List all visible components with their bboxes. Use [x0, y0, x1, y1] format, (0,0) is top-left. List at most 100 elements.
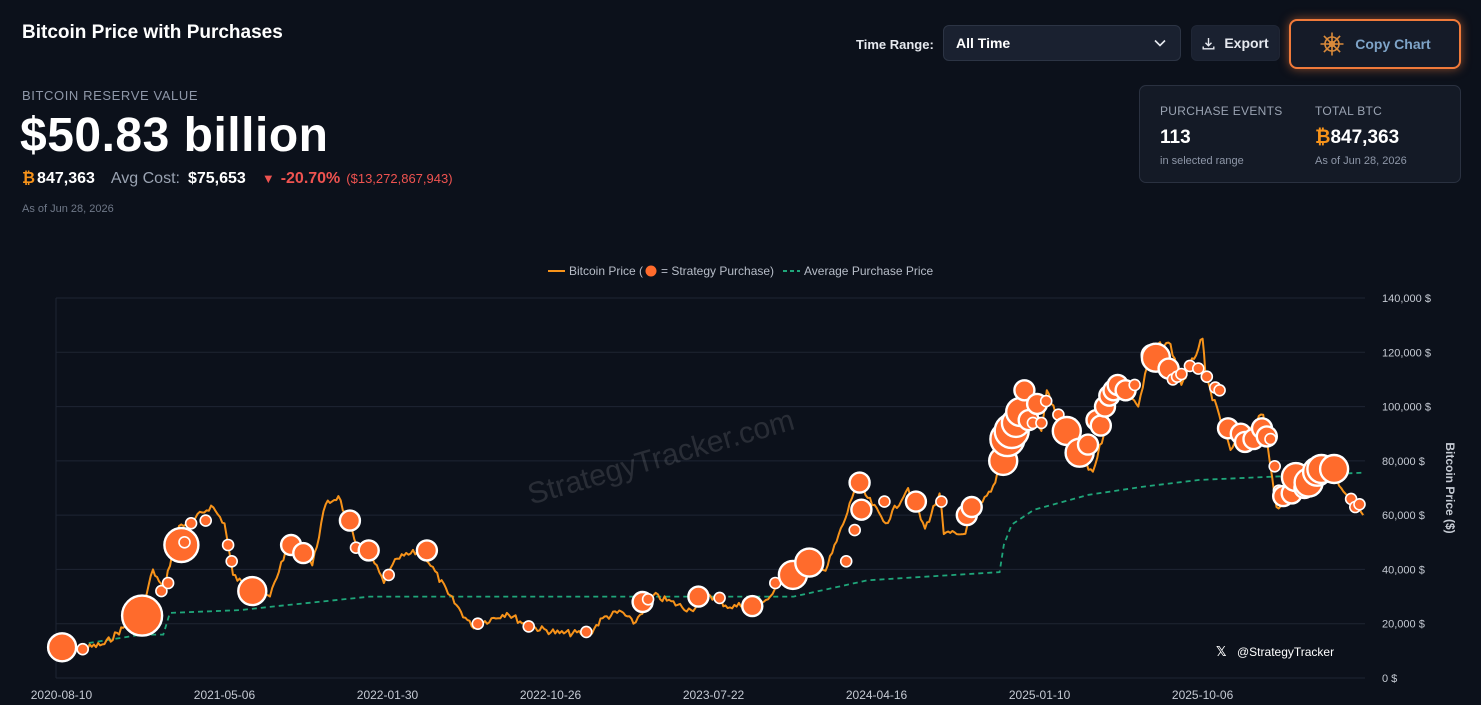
purchase-dot[interactable]	[935, 495, 948, 508]
bitcoin-icon: ₿	[22, 170, 36, 187]
purchase-dot[interactable]	[878, 495, 891, 508]
x-tick-label: 2023-07-22	[683, 688, 745, 702]
y-tick-label: 120,000 $	[1382, 347, 1431, 359]
x-tick-label: 2022-01-30	[357, 688, 419, 702]
x-tick-label: 2020-08-10	[31, 688, 93, 702]
handle-text: @StrategyTracker	[1237, 645, 1334, 659]
purchase-dot[interactable]	[641, 592, 655, 606]
purchase-dot[interactable]	[1035, 416, 1048, 430]
purchase-dot[interactable]	[579, 625, 593, 639]
change-usd: ($13,272,867,943)	[346, 171, 453, 186]
purchase-dot[interactable]	[904, 490, 928, 513]
y-tick-label: 20,000 $	[1382, 619, 1425, 631]
purchase-dot[interactable]	[471, 617, 485, 631]
y-tick-label: 40,000 $	[1382, 564, 1425, 576]
purchase-dot[interactable]	[1264, 432, 1277, 446]
purchase-dot[interactable]	[221, 538, 235, 552]
purchase-dot[interactable]	[292, 541, 315, 565]
chart-legend[interactable]: Bitcoin Price ( = Strategy Purchase) Ave…	[548, 264, 934, 278]
purchase-dot[interactable]	[76, 642, 89, 656]
legend-avg-label: Average Purchase Price	[804, 264, 934, 278]
avg-purchase-price-line	[61, 471, 1364, 649]
total-btc-stat: TOTAL BTC ₿847,363 As of Jun 28, 2026	[1315, 104, 1407, 167]
copy-chart-label: Copy Chart	[1355, 36, 1431, 52]
time-range-value: All Time	[956, 35, 1011, 51]
export-button[interactable]: Export	[1191, 25, 1280, 61]
legend-purchase-dot	[645, 265, 657, 277]
purchase-dot[interactable]	[415, 539, 439, 562]
purchase-dot[interactable]	[161, 576, 175, 590]
purchase-dot[interactable]	[848, 523, 862, 537]
reserve-value-label: BITCOIN RESERVE VALUE	[22, 88, 199, 103]
purchase-events-stat: PURCHASE EVENTS 113 in selected range	[1160, 104, 1283, 167]
purchase-dot[interactable]	[225, 554, 238, 568]
purchase-dot[interactable]	[178, 535, 191, 549]
purchase-dot[interactable]	[687, 585, 710, 608]
purchase-dot[interactable]	[237, 575, 268, 607]
purchase-dot[interactable]	[46, 632, 78, 663]
x-tick-label: 2022-10-26	[520, 688, 582, 702]
y-tick-label: 100,000 $	[1382, 402, 1431, 414]
bitcoin-icon: ₿	[1315, 127, 1331, 148]
purchase-dot[interactable]	[848, 471, 871, 494]
export-label: Export	[1224, 35, 1269, 51]
purchase-dot[interactable]	[199, 514, 212, 527]
chevron-down-icon	[1154, 39, 1166, 47]
total-btc-value: 847,363	[1330, 127, 1400, 148]
y-tick-label: 140,000 $	[1382, 293, 1431, 305]
avg-cost-value: $75,653	[187, 170, 246, 187]
as-of-date: As of Jun 28, 2026	[22, 203, 114, 215]
purchase-dot[interactable]	[1268, 460, 1281, 473]
purchase-dot[interactable]	[184, 516, 198, 530]
y-tick-label: 0 $	[1382, 673, 1397, 685]
purchase-dot[interactable]	[960, 495, 983, 519]
summary-card: PURCHASE EVENTS 113 in selected range TO…	[1139, 85, 1461, 183]
purchase-dot[interactable]	[1076, 433, 1100, 456]
y-axis-ticks: 0 $ 20,000 $ 40,000 $ 60,000 $ 80,000 $ 100,0…	[1382, 293, 1431, 685]
y-axis-label: Bitcoin Price ($)	[1443, 442, 1457, 533]
purchase-dot[interactable]	[120, 594, 164, 637]
purchase-dot[interactable]	[1128, 378, 1141, 392]
download-icon	[1202, 37, 1215, 49]
x-tick-label: 2021-05-06	[194, 688, 256, 702]
y-tick-label: 60,000 $	[1382, 510, 1425, 522]
purchase-dot[interactable]	[1353, 498, 1366, 511]
handle-badge: 𝕏 @StrategyTracker	[1216, 644, 1334, 659]
purchase-dot[interactable]	[850, 498, 873, 521]
purchase-dots	[46, 342, 1366, 663]
btc-holdings-amount: 847,363	[37, 170, 95, 187]
ships-wheel-icon	[1320, 32, 1344, 56]
purchase-dot[interactable]	[1200, 370, 1214, 383]
purchase-dot[interactable]	[713, 591, 726, 605]
reserve-value: $50.83 billion	[20, 109, 329, 162]
purchase-dot[interactable]	[741, 594, 764, 618]
purchase-dot[interactable]	[1192, 362, 1205, 375]
grid-lines	[55, 297, 1365, 679]
purchase-dot[interactable]	[1013, 379, 1036, 402]
purchase-dot[interactable]	[338, 509, 362, 532]
purchase-events-value: 113	[1160, 127, 1191, 148]
time-range-select[interactable]: All Time	[943, 25, 1181, 61]
y-tick-label: 80,000 $	[1382, 456, 1425, 468]
total-btc-label: TOTAL BTC	[1315, 104, 1383, 118]
purchase-dot[interactable]	[522, 620, 536, 633]
time-range-label: Time Range:	[856, 37, 934, 52]
x-tick-label: 2025-10-06	[1172, 688, 1234, 702]
purchase-dot[interactable]	[357, 539, 380, 562]
legend-price-label: Bitcoin Price (	[569, 264, 643, 278]
purchase-dot[interactable]	[1089, 414, 1113, 437]
chart-title: Bitcoin Price with Purchases	[22, 22, 283, 43]
purchase-events-label: PURCHASE EVENTS	[1160, 104, 1283, 118]
purchase-dot[interactable]	[839, 554, 853, 568]
x-tick-label: 2025-01-10	[1009, 688, 1071, 702]
purchase-dot[interactable]	[794, 547, 825, 578]
copy-chart-button[interactable]: Copy Chart	[1289, 19, 1461, 69]
purchase-dot[interactable]	[1213, 384, 1226, 397]
purchase-dot[interactable]	[1175, 367, 1188, 381]
purchase-dot[interactable]	[155, 584, 168, 598]
price-chart[interactable]: Bitcoin Price ( = Strategy Purchase) Ave…	[0, 250, 1481, 705]
purchase-dot[interactable]	[1318, 453, 1350, 485]
purchase-dot[interactable]	[1039, 394, 1053, 408]
purchase-dot[interactable]	[382, 568, 396, 582]
x-tick-label: 2024-04-16	[846, 688, 908, 702]
